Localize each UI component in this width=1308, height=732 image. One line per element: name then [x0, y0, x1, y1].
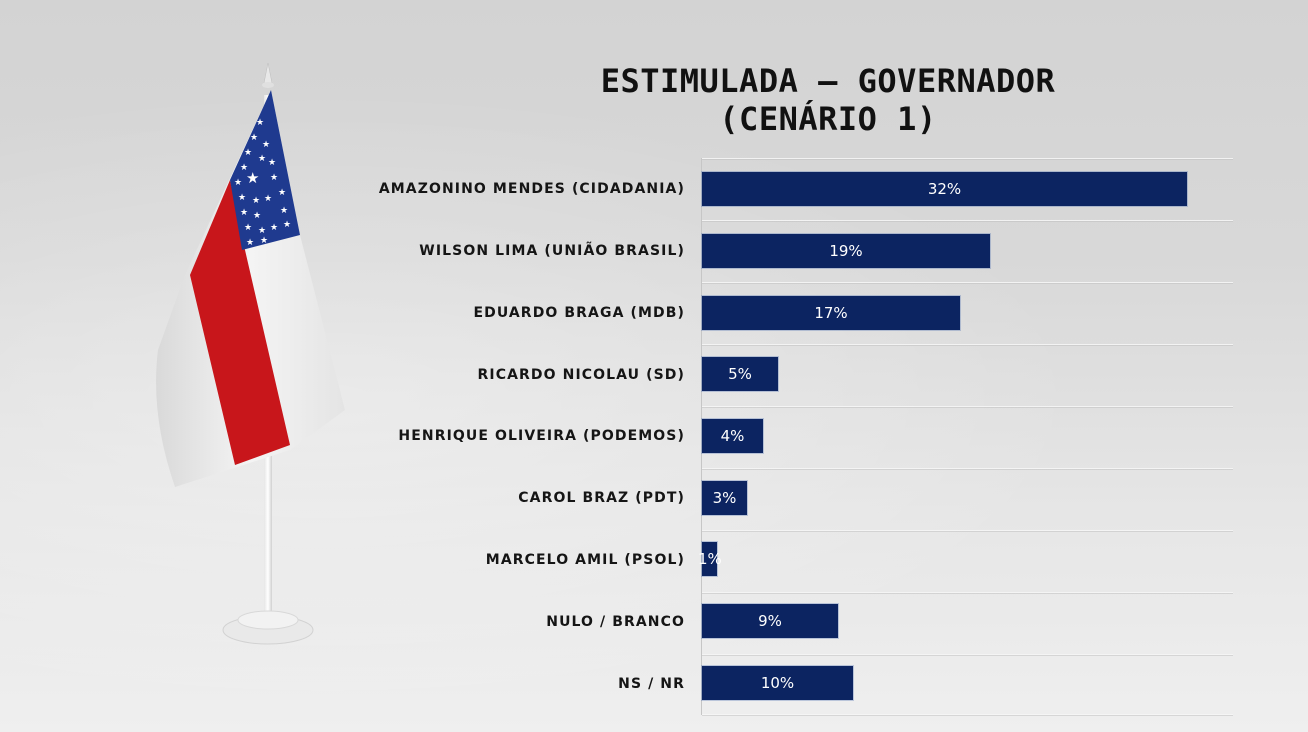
bar-value-label: 1% — [698, 550, 722, 568]
chart-title: ESTIMULADA – GOVERNADOR (CENÁRIO 1) — [578, 62, 1078, 138]
svg-text:★: ★ — [283, 220, 291, 230]
bar-value-label: 19% — [829, 242, 863, 260]
bar-ricardo-nicolau: 5% — [702, 357, 778, 391]
bar-value-label: 5% — [728, 365, 752, 383]
svg-text:★: ★ — [244, 148, 252, 158]
svg-text:★: ★ — [280, 206, 288, 216]
row-separator — [702, 530, 1233, 531]
row-separator — [702, 468, 1233, 469]
svg-text:★: ★ — [238, 193, 246, 203]
svg-text:★: ★ — [250, 133, 258, 143]
svg-text:★: ★ — [262, 140, 270, 150]
svg-text:★: ★ — [246, 238, 254, 248]
row-separator — [702, 714, 1233, 715]
row-separator — [702, 654, 1233, 655]
category-label: AMAZONINO MENDES (CIDADANIA) — [378, 181, 685, 197]
bar-marcelo-amil: 1% — [698, 542, 722, 576]
bar-value-label: 9% — [758, 612, 782, 630]
category-label: CAROL BRAZ (PDT) — [518, 490, 685, 506]
bar-carol-braz: 3% — [702, 481, 747, 515]
svg-text:★: ★ — [240, 208, 248, 218]
svg-text:★: ★ — [278, 188, 286, 198]
svg-text:★: ★ — [260, 236, 268, 246]
bar-value-label: 3% — [712, 489, 737, 507]
bar-eduardo-braga: 17% — [702, 296, 960, 330]
svg-text:★: ★ — [264, 194, 272, 204]
svg-text:★: ★ — [244, 223, 252, 233]
amazonas-flag-illustration: ★ ★ ★ ★ ★ ★ ★ ★ ★ ★ ★ ★ ★ ★ ★ ★ ★ ★ ★ ★ … — [140, 55, 360, 655]
category-label: NULO / BRANCO — [546, 614, 685, 630]
bar-value-label: 10% — [760, 674, 795, 692]
bar-nulo-branco: 9% — [702, 604, 838, 638]
bar-henrique-oliveira: 4% — [702, 419, 763, 453]
bar-value-label: 32% — [927, 180, 962, 198]
bar-amazonino-mendes: 32% — [702, 172, 1187, 206]
chart-title-line-1: ESTIMULADA – GOVERNADOR — [600, 62, 1056, 100]
chart-title-line-2: (CENÁRIO 1) — [719, 100, 937, 138]
row-separator — [702, 406, 1233, 407]
category-label: NS / NR — [618, 676, 685, 692]
y-axis-line — [701, 158, 702, 715]
flag-icon: ★ ★ ★ ★ ★ ★ ★ ★ ★ ★ ★ ★ ★ ★ ★ ★ ★ ★ ★ ★ … — [156, 62, 345, 645]
svg-text:★: ★ — [268, 158, 276, 168]
category-label: MARCELO AMIL (PSOL) — [485, 552, 685, 568]
bar-value-label: 4% — [720, 427, 745, 445]
row-separator — [702, 344, 1233, 345]
category-label: WILSON LIMA (UNIÃO BRASIL) — [419, 243, 685, 259]
svg-text:★: ★ — [252, 196, 260, 206]
bar-ns-nr: 10% — [702, 666, 853, 700]
bar-value-label: 17% — [814, 304, 848, 322]
row-separator — [702, 220, 1233, 221]
svg-text:★: ★ — [256, 118, 264, 128]
bar-wilson-lima: 19% — [702, 234, 990, 268]
svg-text:★: ★ — [240, 163, 248, 173]
svg-text:★: ★ — [270, 223, 278, 233]
svg-text:★: ★ — [258, 154, 266, 164]
row-separator — [702, 282, 1233, 283]
category-label: RICARDO NICOLAU (SD) — [477, 367, 685, 383]
category-label: HENRIQUE OLIVEIRA (PODEMOS) — [398, 428, 685, 444]
svg-text:★: ★ — [253, 211, 261, 221]
svg-text:★: ★ — [270, 173, 278, 183]
category-label: EDUARDO BRAGA (MDB) — [473, 305, 685, 321]
row-separator — [702, 592, 1233, 593]
svg-text:★: ★ — [258, 226, 266, 236]
svg-text:★: ★ — [234, 178, 242, 188]
row-separator — [702, 158, 1233, 159]
svg-text:★: ★ — [246, 169, 259, 187]
